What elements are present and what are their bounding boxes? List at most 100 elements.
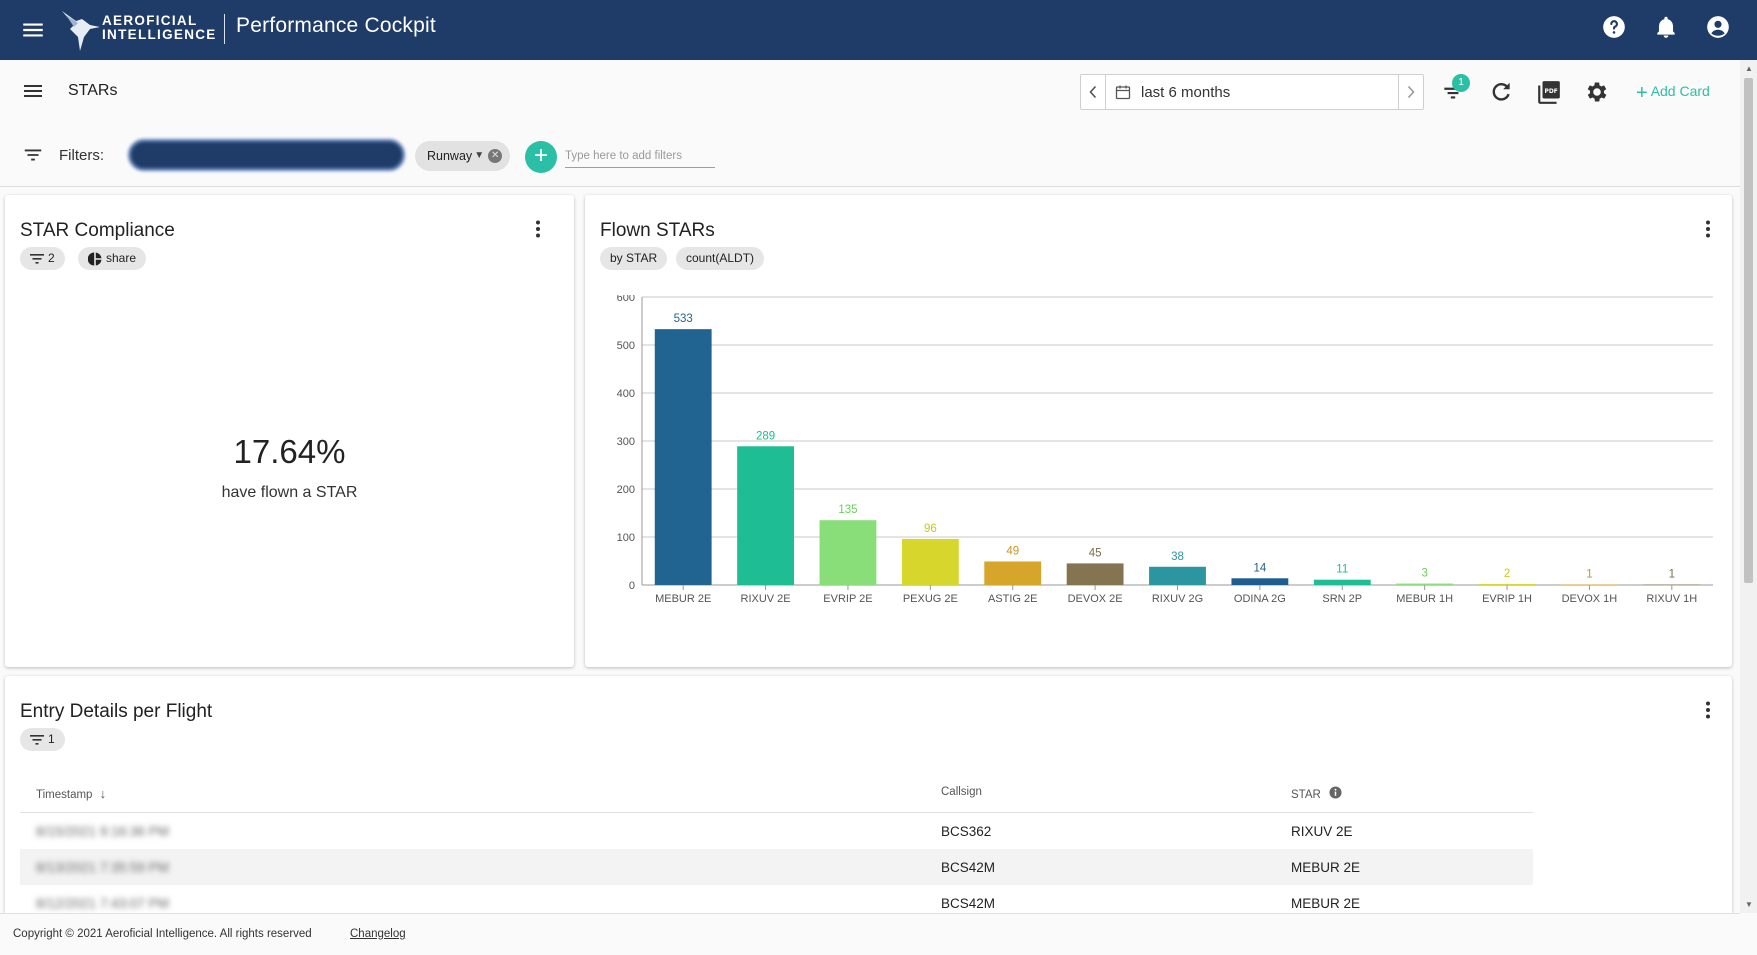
- gear-icon[interactable]: [1584, 79, 1610, 105]
- table-header: Timestamp ↓ Callsign STAR: [20, 771, 1533, 813]
- y-tick-label: 600: [617, 295, 635, 304]
- bar[interactable]: [654, 329, 712, 585]
- star-compliance-card: STAR Compliance 2 share 17.64% have flow…: [5, 195, 574, 667]
- bell-icon[interactable]: [1653, 14, 1679, 40]
- calendar-icon: [1115, 84, 1131, 100]
- card-title: STAR Compliance: [20, 220, 175, 241]
- x-tick-label: DEVOX 1H: [1562, 593, 1618, 605]
- top-app-bar: AEROFICIAL INTELLIGENCE Performance Cock…: [0, 0, 1757, 60]
- bar-value-label: 289: [756, 430, 775, 442]
- logo-line-1: AEROFICIAL: [102, 13, 198, 28]
- menu-icon[interactable]: [20, 17, 46, 43]
- chevron-left-icon[interactable]: [1081, 75, 1106, 109]
- filter-count: 1: [48, 732, 55, 746]
- bar[interactable]: [901, 538, 959, 585]
- scroll-down-icon[interactable]: ▼: [1745, 900, 1753, 909]
- chevron-right-icon[interactable]: [1398, 75, 1423, 109]
- group-by-pill[interactable]: by STAR: [600, 247, 668, 270]
- measure-label: count(ALDT): [686, 251, 755, 265]
- bar-value-label: 533: [674, 313, 693, 325]
- cell-timestamp: 8/13/2021 7:35:59 PM: [36, 860, 169, 875]
- app-title: Performance Cockpit: [236, 14, 436, 37]
- bar-value-label: 45: [1089, 547, 1102, 559]
- bar[interactable]: [1149, 566, 1206, 585]
- flown-stars-card: Flown STARs by STAR count(ALDT) 0 100 200 3…: [585, 195, 1732, 667]
- add-filter-button[interactable]: +: [525, 141, 557, 173]
- bar-value-label: 49: [1006, 545, 1019, 557]
- scrollbar-thumb[interactable]: [1744, 78, 1753, 583]
- bar-value-label: 14: [1253, 562, 1266, 574]
- x-tick-label: ODINA 2G: [1234, 593, 1286, 605]
- bar[interactable]: [737, 446, 794, 585]
- filter-search-input[interactable]: [565, 144, 715, 168]
- cell-callsign: BCS42M: [941, 896, 996, 911]
- x-tick-label: DEVOX 2E: [1068, 593, 1123, 605]
- y-tick-label: 500: [617, 340, 635, 352]
- help-icon[interactable]: [1601, 14, 1627, 40]
- bar[interactable]: [819, 520, 877, 585]
- filter-list-icon: [22, 144, 44, 166]
- bar[interactable]: [1231, 578, 1289, 585]
- account-icon[interactable]: [1705, 14, 1731, 40]
- bar[interactable]: [1313, 579, 1371, 585]
- sidebar-menu-icon[interactable]: [21, 79, 45, 103]
- column-header-star[interactable]: STAR: [1291, 786, 1342, 801]
- more-vert-icon[interactable]: [1696, 698, 1720, 722]
- add-card-label: Add Card: [1650, 83, 1710, 99]
- bar[interactable]: [1066, 563, 1124, 585]
- copyright-text: Copyright © 2021 Aeroficial Intelligence…: [13, 928, 312, 940]
- footer: Copyright © 2021 Aeroficial Intelligence…: [0, 913, 1740, 955]
- table-row[interactable]: 8/15/2021 9:16:36 PM BCS362 RIXUV 2E: [20, 813, 1533, 849]
- measure-pill[interactable]: count(ALDT): [676, 247, 765, 270]
- runway-filter-chip[interactable]: Runway ▼ ✕: [415, 141, 511, 171]
- y-tick-label: 0: [629, 580, 635, 592]
- filter-count-pill[interactable]: 1: [20, 728, 65, 751]
- more-vert-icon[interactable]: [526, 217, 550, 241]
- filters-label: Filters:: [59, 147, 104, 164]
- page-scrollbar[interactable]: ▲ ▼: [1740, 60, 1757, 913]
- bar[interactable]: [1396, 583, 1454, 585]
- column-header-timestamp[interactable]: Timestamp ↓: [36, 786, 106, 801]
- dashboard-toolbar: STARs last 6 months PDF + Add Card: [0, 60, 1740, 123]
- svg-text:PDF: PDF: [1544, 88, 1557, 95]
- bar-value-label: 38: [1171, 551, 1184, 563]
- compliance-value: 17.64%: [233, 433, 346, 470]
- date-range-picker[interactable]: last 6 months: [1080, 74, 1424, 110]
- changelog-link[interactable]: Changelog: [350, 928, 406, 940]
- page-title: STARs: [68, 82, 118, 99]
- bird-logo-icon: [62, 11, 100, 51]
- table-row[interactable]: 8/12/2021 7:43:07 PM BCS42M MEBUR 2E: [20, 885, 1533, 921]
- close-icon[interactable]: ✕: [488, 149, 503, 163]
- arrow-down-icon[interactable]: ↓: [99, 786, 107, 801]
- x-tick-label: RIXUV 2G: [1152, 593, 1203, 605]
- column-header-callsign[interactable]: Callsign: [941, 786, 982, 798]
- filter-count: 2: [48, 251, 55, 265]
- filter-count-badge: 1: [1452, 74, 1470, 92]
- bar[interactable]: [1478, 584, 1536, 585]
- bar-value-label: 1: [1586, 569, 1592, 581]
- more-vert-icon[interactable]: [1696, 217, 1720, 241]
- filter-icon: [30, 253, 44, 264]
- x-tick-label: RIXUV 2E: [741, 593, 791, 605]
- refresh-icon[interactable]: [1488, 79, 1514, 105]
- logo-line-2: INTELLIGENCE: [102, 27, 217, 42]
- pdf-icon[interactable]: PDF: [1536, 79, 1562, 105]
- table-row[interactable]: 8/13/2021 7:35:59 PM BCS42M MEBUR 2E: [20, 849, 1533, 885]
- scroll-up-icon[interactable]: ▲: [1745, 64, 1753, 73]
- y-tick-label: 400: [617, 388, 635, 400]
- bar[interactable]: [1561, 584, 1618, 586]
- filter-count-pill[interactable]: 2: [20, 247, 65, 270]
- add-card-button[interactable]: + Add Card: [1636, 82, 1710, 105]
- share-pill[interactable]: share: [78, 247, 147, 270]
- cell-star: MEBUR 2E: [1291, 896, 1361, 911]
- bar[interactable]: [984, 561, 1042, 585]
- bar[interactable]: [1643, 584, 1701, 586]
- x-tick-label: PEXUG 2E: [903, 593, 958, 605]
- filter-icon[interactable]: [1440, 79, 1466, 105]
- airport-filter-chip[interactable]: [128, 139, 405, 171]
- x-tick-label: RIXUV 1H: [1646, 593, 1697, 605]
- caret-down-icon[interactable]: ▼: [474, 150, 485, 161]
- info-icon[interactable]: [1329, 786, 1342, 799]
- card-title: Entry Details per Flight: [20, 701, 213, 722]
- bar-value-label: 1: [1669, 569, 1675, 581]
